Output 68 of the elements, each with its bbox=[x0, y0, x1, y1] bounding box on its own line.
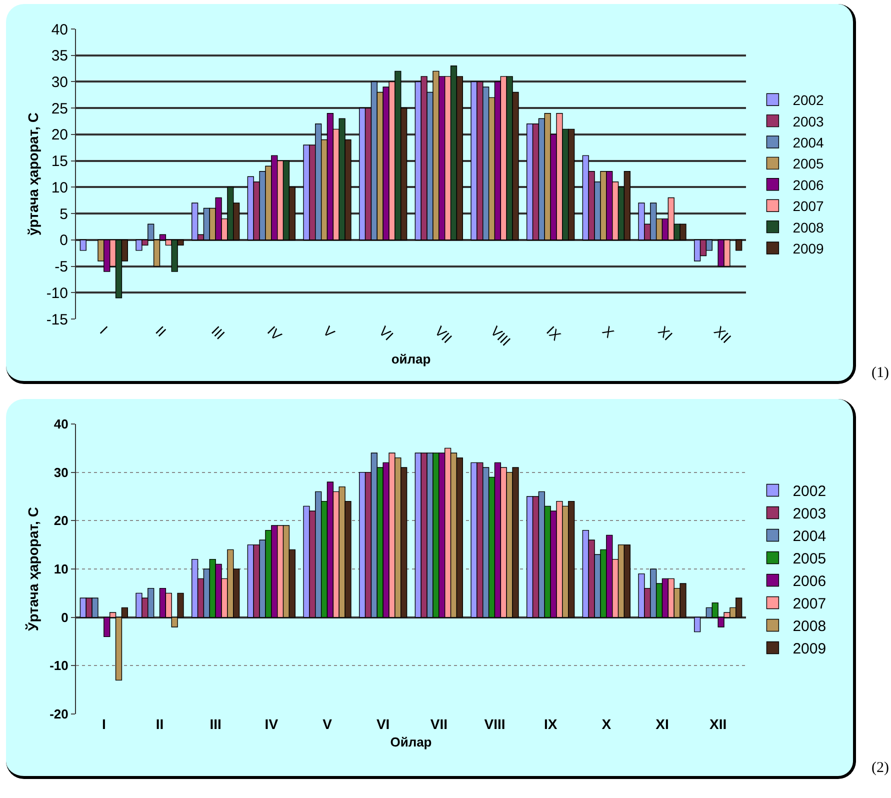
x-tick-label: VI bbox=[376, 322, 397, 344]
x-tick-label: V bbox=[322, 716, 333, 732]
y-tick-label: -20 bbox=[50, 706, 68, 722]
legend-label: 2009 bbox=[792, 640, 826, 658]
x-tick-label: XI bbox=[656, 716, 669, 732]
x-tick-label: XI bbox=[655, 322, 676, 344]
x-tick-label: XII bbox=[710, 716, 727, 732]
x-tick-label: VIII bbox=[488, 322, 514, 349]
bar bbox=[694, 616, 701, 632]
y-tick-label: 10 bbox=[51, 179, 68, 196]
y-tick-label: -10 bbox=[46, 284, 68, 302]
y-tick-label: -15 bbox=[46, 311, 68, 328]
legend-label: 2005 bbox=[792, 550, 826, 568]
x-tick-label: V bbox=[320, 322, 339, 342]
x-tick-label: III bbox=[210, 716, 222, 732]
y-tick-label: 35 bbox=[51, 48, 68, 65]
x-tick-label: X bbox=[599, 322, 618, 342]
legend-label: 2003 bbox=[792, 113, 824, 130]
y-tick-label: 15 bbox=[51, 153, 68, 170]
x-tick-label: IV bbox=[264, 322, 286, 344]
legend-label: 2008 bbox=[792, 618, 826, 636]
x-tick-label: VII bbox=[430, 716, 448, 732]
y-tick-label: 0 bbox=[61, 610, 68, 625]
x-tick-label: II bbox=[156, 716, 164, 732]
legend-label: 2004 bbox=[792, 528, 826, 546]
x-tick-label: IV bbox=[264, 716, 279, 732]
y-tick-label: 20 bbox=[51, 126, 68, 144]
legend-label: 2002 bbox=[792, 483, 826, 500]
x-tick-label: VII bbox=[432, 322, 456, 346]
y-tick-label: -10 bbox=[50, 658, 68, 674]
legend-label: 2008 bbox=[792, 219, 824, 236]
y-tick-label: 20 bbox=[54, 513, 68, 528]
y-axis-title: Ўртача ҳарорат, С bbox=[25, 507, 41, 632]
legend-label: 2005 bbox=[792, 156, 824, 172]
y-tick-label: 40 bbox=[51, 21, 68, 38]
x-axis-title: Ойлар bbox=[390, 734, 432, 750]
legend-label: 2006 bbox=[792, 176, 824, 193]
y-tick-label: 0 bbox=[60, 232, 68, 250]
text: (2) bbox=[872, 760, 889, 777]
y-tick-label: 30 bbox=[54, 464, 68, 480]
x-tick-label: X bbox=[602, 716, 612, 732]
y-tick-label: 40 bbox=[54, 416, 68, 432]
legend-label: 2003 bbox=[792, 506, 826, 523]
bar bbox=[80, 240, 86, 251]
x-tick-label: XII bbox=[711, 322, 734, 346]
x-tick-label: I bbox=[102, 716, 106, 732]
legend-label: 2006 bbox=[792, 573, 826, 590]
x-tick-label: IX bbox=[544, 716, 558, 732]
x-tick-label: VI bbox=[376, 716, 390, 732]
y-tick-label: 25 bbox=[51, 100, 68, 118]
y-tick-label: 10 bbox=[54, 562, 68, 577]
legend-label: 2007 bbox=[792, 198, 824, 214]
x-axis-title: ойлар bbox=[391, 352, 431, 367]
x-tick-label: III bbox=[208, 322, 228, 342]
y-tick-label: 5 bbox=[60, 206, 68, 223]
bar bbox=[736, 240, 742, 251]
y-tick-label: -5 bbox=[54, 258, 68, 276]
x-tick-label: II bbox=[152, 322, 170, 340]
legend-label: 2004 bbox=[792, 134, 824, 150]
y-tick-label: 30 bbox=[51, 74, 68, 91]
text: (1) bbox=[872, 365, 889, 382]
y-axis-title: ўртача ҳарорат, С bbox=[25, 112, 41, 236]
legend-label: 2009 bbox=[792, 240, 824, 256]
legend-label: 2002 bbox=[792, 92, 824, 108]
x-tick-label: I bbox=[96, 322, 111, 337]
x-tick-label: VIII bbox=[484, 716, 506, 732]
x-tick-label: IX bbox=[544, 322, 565, 344]
legend-label: 2007 bbox=[792, 596, 826, 613]
